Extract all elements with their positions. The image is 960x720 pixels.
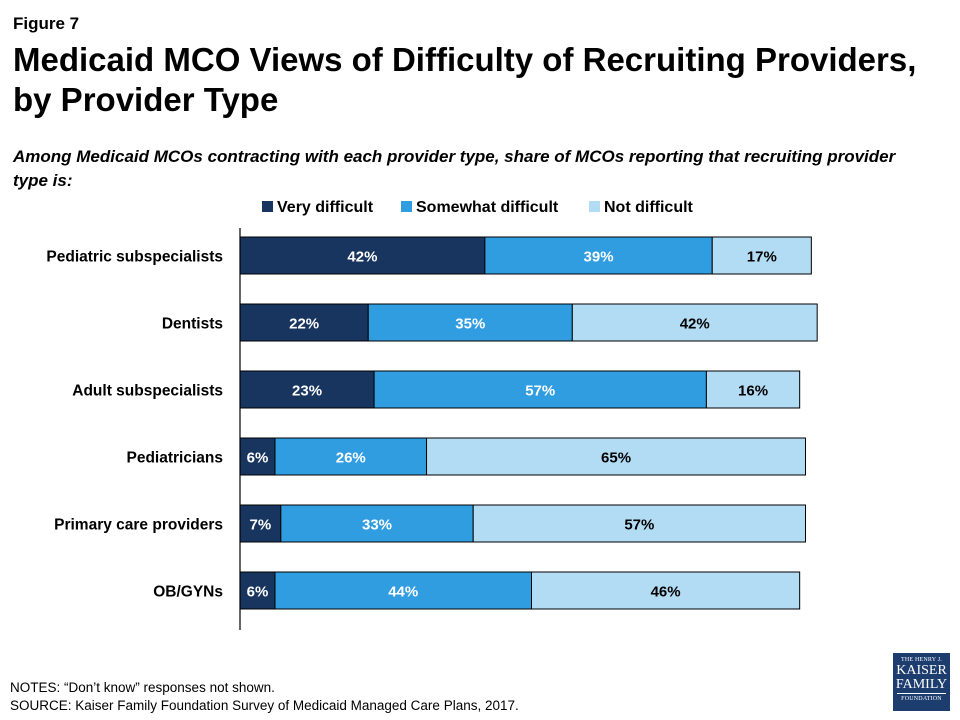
category-label: Adult subspecialists [72,383,223,400]
data-label: 57% [525,383,555,400]
bar-segment [373,370,707,409]
bar-segment [280,504,474,543]
data-label: 17% [747,249,777,266]
notes-line: NOTES: “Don’t know” responses not shown. [10,680,275,695]
category-label: OB/GYNs [153,584,223,601]
logo-line-1: THE HENRY J. [900,657,942,663]
legend-swatch [262,201,273,212]
legend-item: Very difficult [262,199,374,216]
bar-segment [239,504,282,543]
legend-label: Not difficult [604,199,694,216]
kff-logo: THE HENRY J. KAISER FAMILY FOUNDATION [893,653,950,711]
category-label: Pediatric subspecialists [46,249,223,266]
legend-label: Very difficult [277,199,374,216]
bar-segment [239,370,375,409]
logo-rule [897,693,946,694]
bar-segment [367,303,573,342]
stacked-bar-chart: Very difficult Somewhat difficult Not diff… [46,199,818,630]
bar-segment [484,236,713,275]
category-label: Primary care providers [54,517,223,534]
bar-segment [472,504,807,543]
bar-segment [571,303,818,342]
source-line: SOURCE: Kaiser Family Foundation Survey … [10,698,519,713]
legend-item: Not difficult [589,199,694,216]
category-label: Dentists [162,316,223,333]
data-label: 57% [624,517,654,534]
data-label: 39% [584,249,614,266]
data-label: 6% [247,584,269,601]
data-label: 42% [347,249,377,266]
legend-label: Somewhat difficult [416,199,559,216]
bar-segment [274,571,532,610]
logo-line-4: FOUNDATION [901,696,942,702]
bar-segment [531,571,801,610]
bar-segment [239,236,486,275]
data-label: 22% [289,316,319,333]
data-label: 65% [601,450,631,467]
data-label: 26% [336,450,366,467]
logo-line-3: FAMILY [895,677,948,692]
data-label: 44% [388,584,418,601]
data-label: 16% [738,383,768,400]
legend-item: Somewhat difficult [401,199,559,216]
category-label: Pediatricians [127,450,224,467]
bar-segment [426,437,807,476]
data-label: 23% [292,383,322,400]
data-label: 42% [680,316,710,333]
data-label: 46% [651,584,681,601]
logo-line-2: KAISER [896,663,947,678]
data-label: 6% [247,450,269,467]
bar-segment [705,370,801,409]
legend-swatch [589,201,600,212]
data-label: 33% [362,517,392,534]
data-label: 7% [250,517,272,534]
chart-title: Medicaid MCO Views of Difficulty of Recr… [13,41,917,118]
chart-subtitle: Among Medicaid MCOs contracting with eac… [13,147,896,190]
footnotes: NOTES: “Don’t know” responses not shown.… [10,679,519,715]
data-label: 35% [455,316,485,333]
figure-label: Figure 7 [13,14,80,33]
legend-swatch [401,201,412,212]
bar-segment [711,236,812,275]
